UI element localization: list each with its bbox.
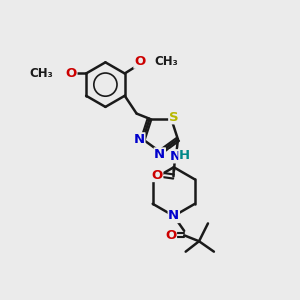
Text: O: O: [66, 67, 77, 80]
Text: O: O: [165, 229, 176, 242]
Text: O: O: [152, 169, 163, 182]
Text: S: S: [169, 111, 178, 124]
Text: N: N: [134, 133, 145, 146]
Text: CH₃: CH₃: [154, 55, 178, 68]
Text: O: O: [134, 55, 145, 68]
Text: N: N: [154, 148, 165, 161]
Text: CH₃: CH₃: [30, 67, 53, 80]
Text: N: N: [168, 209, 179, 223]
Text: N: N: [169, 150, 181, 163]
Text: H: H: [179, 148, 190, 162]
